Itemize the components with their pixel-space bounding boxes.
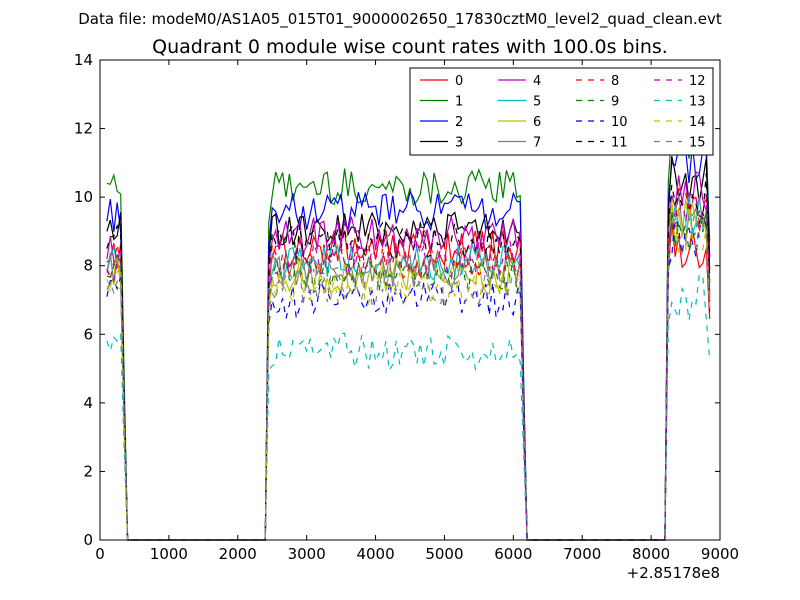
x-tick-label: 3000 xyxy=(288,545,326,563)
x-tick-label: 9000 xyxy=(701,545,739,563)
series-line-15 xyxy=(106,208,711,541)
series-line-1 xyxy=(106,122,711,541)
legend-label: 15 xyxy=(689,136,706,151)
x-offset-label: +2.85178e8 xyxy=(627,564,720,582)
y-tick-label: 14 xyxy=(74,51,93,69)
y-tick-label: 0 xyxy=(83,531,93,549)
legend-label: 11 xyxy=(611,136,628,151)
x-tick-label: 0 xyxy=(95,545,105,563)
series-line-4 xyxy=(106,171,711,541)
x-tick-label: 6000 xyxy=(494,545,532,563)
legend-label: 5 xyxy=(533,95,541,110)
y-tick-label: 10 xyxy=(74,188,93,206)
suptitle: Data file: modeM0/AS1A05_015T01_90000026… xyxy=(78,10,722,29)
plot-lines xyxy=(106,122,711,541)
axis-ticks: 0 1000 2000 3000 4000 5000 6000 7000 8000 9000 0 2 4… xyxy=(74,51,739,563)
x-tick-label: 2000 xyxy=(219,545,257,563)
legend-label: 9 xyxy=(611,95,619,110)
legend-label: 14 xyxy=(689,115,706,130)
legend-label: 0 xyxy=(455,74,463,89)
series-line-12 xyxy=(106,193,711,541)
legend-label: 6 xyxy=(533,115,541,130)
legend-box xyxy=(409,67,714,156)
series-line-14 xyxy=(106,205,711,541)
legend-label: 10 xyxy=(611,115,628,130)
y-tick-label: 8 xyxy=(83,257,93,275)
legend-label: 7 xyxy=(533,136,541,151)
legend-label: 4 xyxy=(533,74,541,89)
y-tick-label: 12 xyxy=(74,120,93,138)
y-tick-label: 6 xyxy=(83,325,93,343)
x-tick-label: 7000 xyxy=(563,545,601,563)
y-tick-label: 2 xyxy=(83,462,93,480)
y-tick-label: 4 xyxy=(83,394,93,412)
series-line-13 xyxy=(106,273,711,541)
chart-title: Quadrant 0 module wise count rates with … xyxy=(152,36,668,58)
series-line-10 xyxy=(106,210,711,541)
legend-label: 12 xyxy=(689,74,706,89)
series-line-3 xyxy=(106,156,711,541)
x-tick-label: 1000 xyxy=(150,545,188,563)
series-line-2 xyxy=(106,144,711,541)
plot-frame xyxy=(99,59,721,541)
x-tick-label: 8000 xyxy=(632,545,670,563)
series-line-7 xyxy=(106,194,711,541)
x-tick-label: 5000 xyxy=(425,545,463,563)
series-line-11 xyxy=(106,173,711,541)
x-tick-label: 4000 xyxy=(356,545,394,563)
legend-label: 3 xyxy=(455,136,463,151)
series-line-5 xyxy=(106,192,711,541)
series-line-8 xyxy=(106,187,711,541)
legend-label: 2 xyxy=(455,115,463,130)
legend-label: 8 xyxy=(611,74,619,89)
series-line-6 xyxy=(106,198,711,541)
legend-label: 13 xyxy=(689,95,706,110)
legend-label: 1 xyxy=(455,95,463,110)
